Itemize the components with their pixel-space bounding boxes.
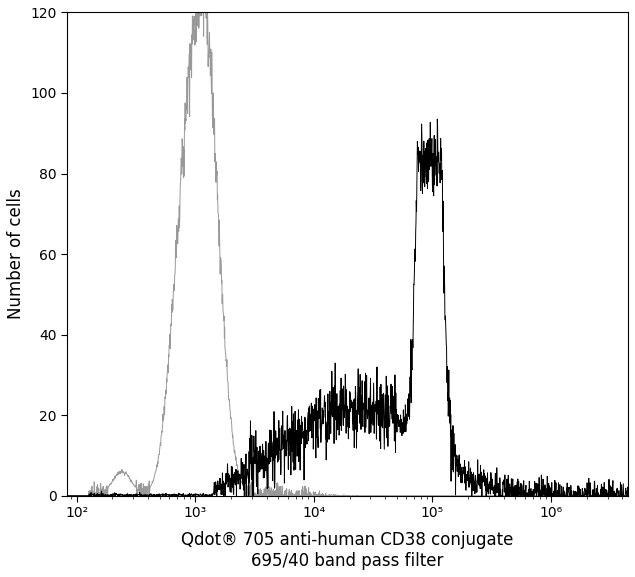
X-axis label: Qdot® 705 anti-human CD38 conjugate
695/40 band pass filter: Qdot® 705 anti-human CD38 conjugate 695/… (182, 531, 514, 570)
Y-axis label: Number of cells: Number of cells (7, 189, 25, 320)
